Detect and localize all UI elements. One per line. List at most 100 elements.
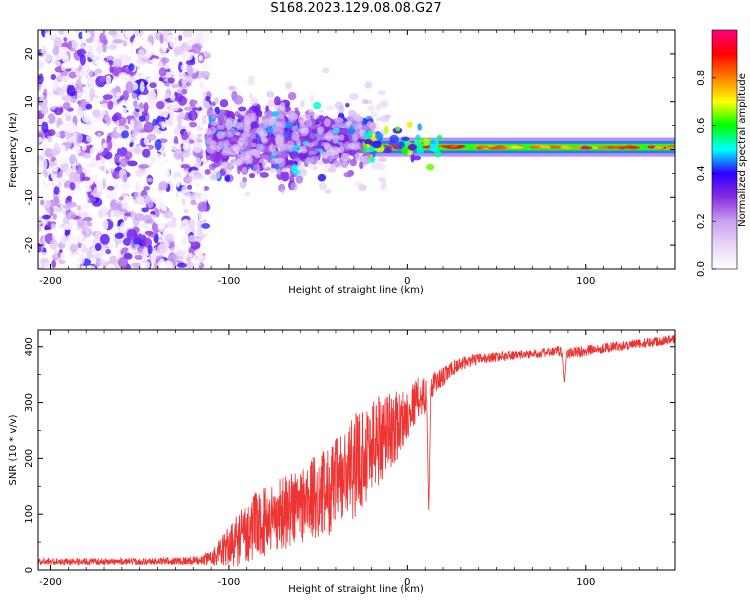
spectrogram-noise-mark: [80, 76, 88, 85]
spectrogram-noise-mark: [160, 144, 165, 151]
snr-panel: -200 -100 0 100 0 100 200 300 400 Height of str…: [8, 329, 676, 595]
spectrogram-signal-mark: [287, 92, 297, 101]
spectrogram-noise-mark: [143, 121, 154, 133]
spectrogram-noise-mark: [167, 59, 179, 71]
spectrogram-noise-mark: [86, 134, 92, 142]
spectrogram-noise-mark: [188, 66, 194, 78]
snr-y-tick-label: 300: [24, 393, 35, 412]
spectrogram-noise-mark: [99, 165, 105, 171]
spectrogram-halo-mark: [272, 126, 282, 137]
spectrogram-noise-mark: [50, 223, 57, 230]
spectrogram-noise-mark: [130, 54, 137, 61]
spectrogram-noise-mark: [84, 265, 96, 269]
spectrogram-noise-mark: [135, 168, 145, 178]
spectrogram-halo-mark: [362, 158, 368, 167]
spectrogram-noise-mark: [44, 234, 50, 239]
spectrogram-halo-mark: [318, 108, 324, 114]
spectrogram-noise-mark: [47, 113, 56, 125]
spectrogram-halo-mark: [210, 121, 220, 127]
spectrogram-halo-mark: [323, 118, 331, 128]
spectrogram-noise-mark: [59, 129, 66, 139]
spectrogram-noise-mark: [141, 41, 153, 50]
spectrogram-signal-mark: [285, 160, 295, 166]
spectrogram-halo-mark: [358, 184, 367, 191]
spectrogram-noise-mark: [107, 100, 114, 110]
spectrogram-noise-mark: [81, 31, 92, 39]
spectrogram-noise-mark: [103, 61, 110, 70]
spectrogram-signal-mark: [271, 111, 280, 118]
spectrogram-noise-mark: [122, 237, 132, 246]
spectrogram-noise-mark: [84, 111, 94, 124]
spectrogram-noise-mark: [105, 75, 112, 85]
colorbar-tick-label: 0.0: [696, 261, 707, 277]
spectrogram-noise-mark: [188, 139, 195, 144]
spectrogram-noise-mark: [195, 195, 200, 204]
spectrogram-noise-mark: [38, 73, 44, 85]
spectrogram-noise-mark: [101, 43, 107, 53]
spectrogram-halo-mark: [275, 137, 284, 145]
spectrogram-noise-mark: [133, 146, 142, 155]
spectrogram-noise-mark: [126, 229, 137, 240]
spectrogram-signal-mark: [220, 109, 226, 115]
spectrogram-halo-mark: [340, 152, 350, 162]
spectrogram-noise-mark: [200, 64, 210, 70]
spectrogram-noise-mark: [175, 249, 186, 257]
spectrogram-halo-mark: [298, 119, 305, 127]
spectrogram-signal-mark: [308, 150, 318, 155]
spectrogram-noise-mark: [95, 102, 101, 108]
spectrogram-noise-mark: [105, 248, 112, 255]
spectrogram-noise-mark: [162, 170, 171, 180]
spectrogram-noise-mark: [105, 115, 112, 126]
spectrogram-noise-mark: [74, 159, 85, 167]
spectrogram-noise-mark: [149, 82, 157, 89]
spectrogram-noise-mark: [80, 180, 91, 186]
spectrogram-noise-mark: [86, 221, 92, 227]
spectrogram-noise-mark: [197, 201, 207, 212]
spectrogram-noise-mark: [97, 92, 104, 103]
spectrogram-noise-mark: [108, 239, 116, 251]
spectrogram-noise-mark: [92, 109, 102, 118]
spectrogram-halo-mark: [287, 114, 297, 122]
spectrogram-noise-mark: [161, 121, 166, 130]
snr-series-line: [38, 334, 675, 567]
spectrogram-noise-mark: [146, 177, 153, 183]
spectrogram-halo-mark: [278, 113, 285, 119]
figure-title: S168.2023.129.08.08.G27: [270, 1, 442, 16]
spectrogram-noise-mark: [86, 250, 93, 260]
spectrogram-halo-mark: [331, 123, 342, 130]
spectrogram-noise-mark: [182, 142, 189, 151]
spectrogram-noise-mark: [178, 34, 183, 42]
spectrogram-noise-mark: [60, 75, 70, 83]
spectrogram-noise-mark: [195, 103, 201, 108]
spectrogram-halo-mark: [308, 109, 315, 117]
spectrogram-halo-mark: [268, 117, 276, 125]
spectrogram-noise-mark: [144, 158, 153, 164]
spectrogram-noise-mark: [119, 157, 128, 168]
snr-y-tick-label: 400: [24, 337, 35, 356]
spectrogram-noise-mark: [118, 72, 128, 79]
spectrogram-noise-mark: [194, 174, 204, 180]
spectrogram-halo-mark: [268, 168, 277, 173]
spectrogram-noise-mark: [43, 183, 51, 189]
spectrogram-halo-mark: [250, 97, 259, 106]
spectrogram-noise-mark: [199, 191, 209, 203]
spectrogram-halo-mark: [289, 144, 294, 153]
spectrogram-noise-mark: [84, 91, 90, 103]
spectrogram-noise-mark: [40, 45, 48, 57]
spectrogram-noise-mark: [45, 168, 53, 173]
snr-y-label: SNR (10 * v/v): [8, 414, 19, 485]
spectrogram-noise-mark: [38, 173, 46, 183]
spectrogram-noise-mark: [181, 78, 188, 85]
spectrogram-halo-mark: [347, 143, 356, 150]
spectrogram-noise-mark: [79, 68, 88, 79]
spectrogram-halo-mark: [333, 116, 344, 123]
spectrogram-noise-mark: [104, 139, 113, 151]
spectrogram-halo-mark: [290, 182, 298, 192]
spectrogram-signal-mark: [269, 136, 276, 144]
spectrogram-noise-mark: [73, 196, 79, 201]
spectrogram-noise-mark: [92, 105, 103, 111]
spectrogram-halo-mark: [346, 121, 353, 126]
spectrogram-noise-mark: [115, 92, 121, 100]
spectrogram-halo-mark: [214, 96, 219, 105]
spectrogram-noise-mark: [57, 88, 66, 97]
